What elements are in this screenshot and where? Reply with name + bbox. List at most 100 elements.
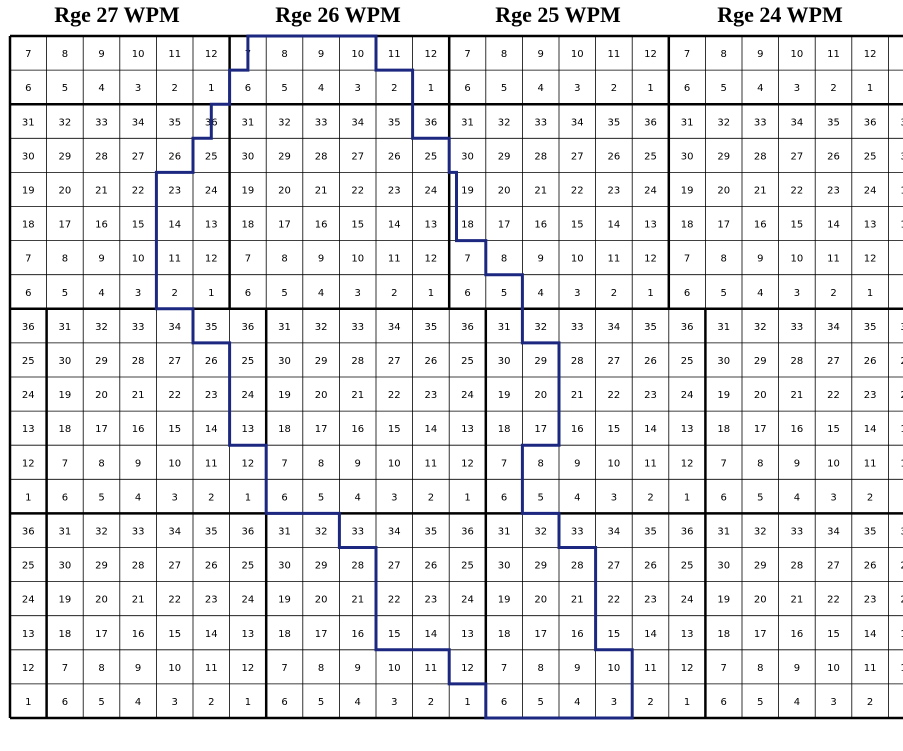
section-number: 28 [351, 561, 364, 572]
section-number: 11 [864, 458, 877, 469]
section-number: 29 [59, 151, 72, 162]
section-number: 19 [900, 185, 903, 196]
section-number: 35 [425, 526, 438, 537]
section-number: 12 [205, 254, 218, 265]
section-number: 28 [132, 356, 145, 367]
section-number: 35 [864, 322, 877, 333]
section-number: 1 [867, 83, 873, 94]
range-label-26: Rge 26 WPM [275, 2, 401, 27]
section-number: 21 [754, 185, 767, 196]
section-number: 12 [900, 458, 903, 469]
section-number: 18 [22, 220, 35, 231]
section-number: 18 [59, 629, 72, 640]
section-number: 34 [827, 526, 840, 537]
section-number: 24 [900, 390, 903, 401]
section-number: 6 [25, 83, 31, 94]
section-number: 15 [132, 220, 145, 231]
section-number: 32 [95, 526, 108, 537]
section-number: 19 [498, 390, 511, 401]
section-number: 7 [281, 663, 287, 674]
section-number: 19 [59, 595, 72, 606]
section-number: 3 [391, 492, 397, 503]
section-number: 2 [172, 83, 178, 94]
section-number: 22 [827, 595, 840, 606]
section-number: 20 [498, 185, 511, 196]
section-number: 11 [168, 49, 181, 60]
section-number: 17 [717, 220, 730, 231]
section-number: 30 [681, 151, 694, 162]
section-number: 7 [501, 458, 507, 469]
section-number: 16 [571, 424, 584, 435]
section-number: 18 [900, 220, 903, 231]
section-number: 5 [98, 697, 104, 708]
section-number: 1 [25, 697, 31, 708]
section-number: 22 [351, 185, 364, 196]
section-number: 24 [900, 595, 903, 606]
section-number: 19 [717, 595, 730, 606]
section-number: 30 [461, 151, 474, 162]
section-number: 24 [461, 595, 474, 606]
section-number: 23 [644, 390, 657, 401]
section-number: 30 [59, 356, 72, 367]
section-number: 27 [168, 561, 181, 572]
section-number: 35 [864, 526, 877, 537]
section-number: 14 [644, 424, 657, 435]
section-number: 17 [95, 629, 108, 640]
section-number: 12 [242, 663, 255, 674]
section-number: 29 [315, 561, 328, 572]
section-number: 35 [644, 526, 657, 537]
section-number: 24 [681, 390, 694, 401]
section-number: 2 [172, 288, 178, 299]
section-number: 15 [827, 629, 840, 640]
section-number: 30 [717, 561, 730, 572]
section-number: 32 [534, 322, 547, 333]
boundary-line [154, 34, 634, 720]
section-number: 18 [498, 629, 511, 640]
section-number: 34 [388, 526, 401, 537]
section-number: 8 [281, 254, 287, 265]
section-number: 10 [351, 49, 364, 60]
section-number: 14 [864, 629, 877, 640]
section-number: 21 [571, 390, 584, 401]
section-number: 32 [278, 117, 291, 128]
section-number: 19 [278, 595, 291, 606]
section-number: 18 [278, 629, 291, 640]
section-number: 3 [574, 288, 580, 299]
section-number: 32 [315, 322, 328, 333]
section-number: 28 [132, 561, 145, 572]
section-number: 28 [534, 151, 547, 162]
section-number: 34 [168, 526, 181, 537]
section-number: 31 [22, 117, 35, 128]
section-number: 10 [827, 663, 840, 674]
section-number: 34 [132, 117, 145, 128]
section-number: 22 [827, 390, 840, 401]
section-number: 28 [315, 151, 328, 162]
section-grid [9, 35, 903, 719]
section-number: 35 [388, 117, 401, 128]
section-number: 33 [132, 322, 145, 333]
section-number: 10 [168, 458, 181, 469]
section-number: 30 [278, 561, 291, 572]
section-number: 9 [355, 458, 361, 469]
section-number: 12 [644, 49, 657, 60]
section-number: 25 [425, 151, 438, 162]
section-number: 6 [684, 288, 690, 299]
section-number: 34 [608, 322, 621, 333]
section-number: 28 [95, 151, 108, 162]
section-number: 13 [461, 629, 474, 640]
section-number: 33 [754, 117, 767, 128]
section-number: 1 [245, 492, 251, 503]
section-number: 6 [464, 288, 470, 299]
section-number: 8 [501, 49, 507, 60]
section-number: 23 [827, 185, 840, 196]
section-number: 12 [205, 49, 218, 60]
section-number: 19 [242, 185, 255, 196]
section-number: 15 [168, 629, 181, 640]
section-number: 32 [717, 117, 730, 128]
section-number: 9 [98, 49, 104, 60]
section-number: 28 [791, 561, 804, 572]
section-number: 2 [647, 697, 653, 708]
section-number: 31 [59, 526, 72, 537]
section-number: 33 [571, 526, 584, 537]
section-number: 34 [351, 117, 364, 128]
